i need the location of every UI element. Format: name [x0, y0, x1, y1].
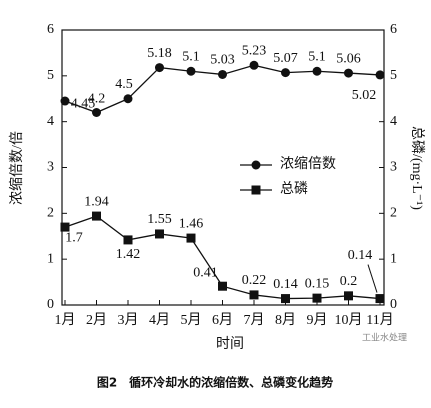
- watermark: 工业水处理: [362, 332, 407, 344]
- value-label: 1.42: [116, 247, 141, 262]
- point: [186, 66, 196, 76]
- point: [218, 69, 227, 79]
- caption: 图2 循环冷却水的浓缩倍数、总磷变化趋势: [97, 375, 333, 390]
- y2-tick-label: 1: [390, 251, 397, 266]
- x-tick-label: 3月: [118, 312, 139, 328]
- y2-tick-label: 4: [390, 114, 397, 129]
- point: [312, 66, 322, 76]
- value-label: 1.7: [65, 230, 83, 245]
- value-label: 0.41: [193, 265, 218, 280]
- point: [218, 281, 227, 291]
- x-tick-label: 5月: [181, 312, 202, 328]
- y-tick-label: 5: [47, 68, 54, 83]
- value-label: 5.1: [182, 49, 200, 64]
- x-tick-label: 6月: [212, 312, 233, 328]
- value-label: 5.1: [308, 49, 326, 64]
- x-tick-label: 10月: [335, 312, 363, 328]
- y2-tick-label: 2: [390, 206, 397, 221]
- y2-tick-label: 3: [390, 160, 397, 175]
- x-tick-label: 9月: [307, 312, 328, 328]
- x-tick-label: 7月: [244, 312, 265, 328]
- y-tick-label: 4: [47, 114, 54, 129]
- legend-marker: [251, 160, 261, 170]
- value-label: 5.03: [210, 53, 235, 68]
- value-label: 4.45: [71, 96, 96, 111]
- value-label: 5.07: [273, 51, 298, 66]
- point: [281, 294, 290, 304]
- x-tick-label: 4月: [149, 312, 170, 328]
- x-tick-label: 1月: [55, 312, 76, 328]
- x-axis-label: 时间: [216, 336, 244, 352]
- point: [281, 68, 290, 78]
- point: [60, 96, 70, 106]
- point: [249, 60, 259, 70]
- legend-marker: [251, 185, 261, 195]
- y-tick-label: 0: [47, 297, 54, 312]
- point: [92, 108, 101, 117]
- value-label: 5.23: [242, 44, 267, 59]
- point: [344, 68, 353, 78]
- legend-label: 浓缩倍数: [280, 156, 336, 172]
- value-label: 5.02: [352, 88, 377, 103]
- y-tick-label: 6: [47, 22, 54, 37]
- value-label: 4.5: [115, 77, 133, 92]
- value-label: 0.22: [242, 273, 267, 288]
- point: [186, 233, 196, 243]
- point: [249, 290, 259, 300]
- y-axis-label: 浓缩倍数/倍: [9, 131, 25, 205]
- annotation-arrow: [367, 264, 378, 293]
- y2-tick-label: 0: [390, 297, 397, 312]
- point: [155, 63, 164, 73]
- x-tick-label: 11月: [366, 312, 393, 328]
- value-label: 1.55: [147, 212, 172, 227]
- value-label: 1.94: [84, 194, 109, 209]
- legend-label: 总磷: [280, 181, 308, 197]
- point: [155, 229, 164, 239]
- value-label: 5.18: [147, 46, 172, 61]
- point: [123, 94, 133, 104]
- value-label: 1.46: [179, 216, 204, 231]
- point: [375, 70, 385, 80]
- point: [92, 211, 101, 221]
- point: [375, 294, 385, 304]
- value-label: 0.14: [348, 248, 373, 263]
- y-tick-label: 1: [47, 251, 54, 266]
- value-label: 4.2: [88, 92, 106, 107]
- y2-axis-label: 总磷/(mg·L⁻¹): [409, 126, 425, 210]
- value-label: 5.06: [336, 51, 361, 66]
- y-tick-label: 2: [47, 206, 54, 221]
- point: [60, 222, 70, 232]
- value-label: 0.15: [305, 276, 330, 291]
- y-tick-label: 3: [47, 160, 54, 175]
- x-tick-label: 2月: [86, 312, 107, 328]
- y2-tick-label: 6: [390, 22, 397, 37]
- point: [312, 293, 322, 303]
- y2-tick-label: 5: [390, 68, 397, 83]
- point: [123, 235, 133, 245]
- value-label: 0.14: [273, 277, 298, 292]
- x-tick-label: 8月: [275, 312, 296, 328]
- point: [344, 291, 353, 301]
- value-label: 0.2: [340, 274, 358, 289]
